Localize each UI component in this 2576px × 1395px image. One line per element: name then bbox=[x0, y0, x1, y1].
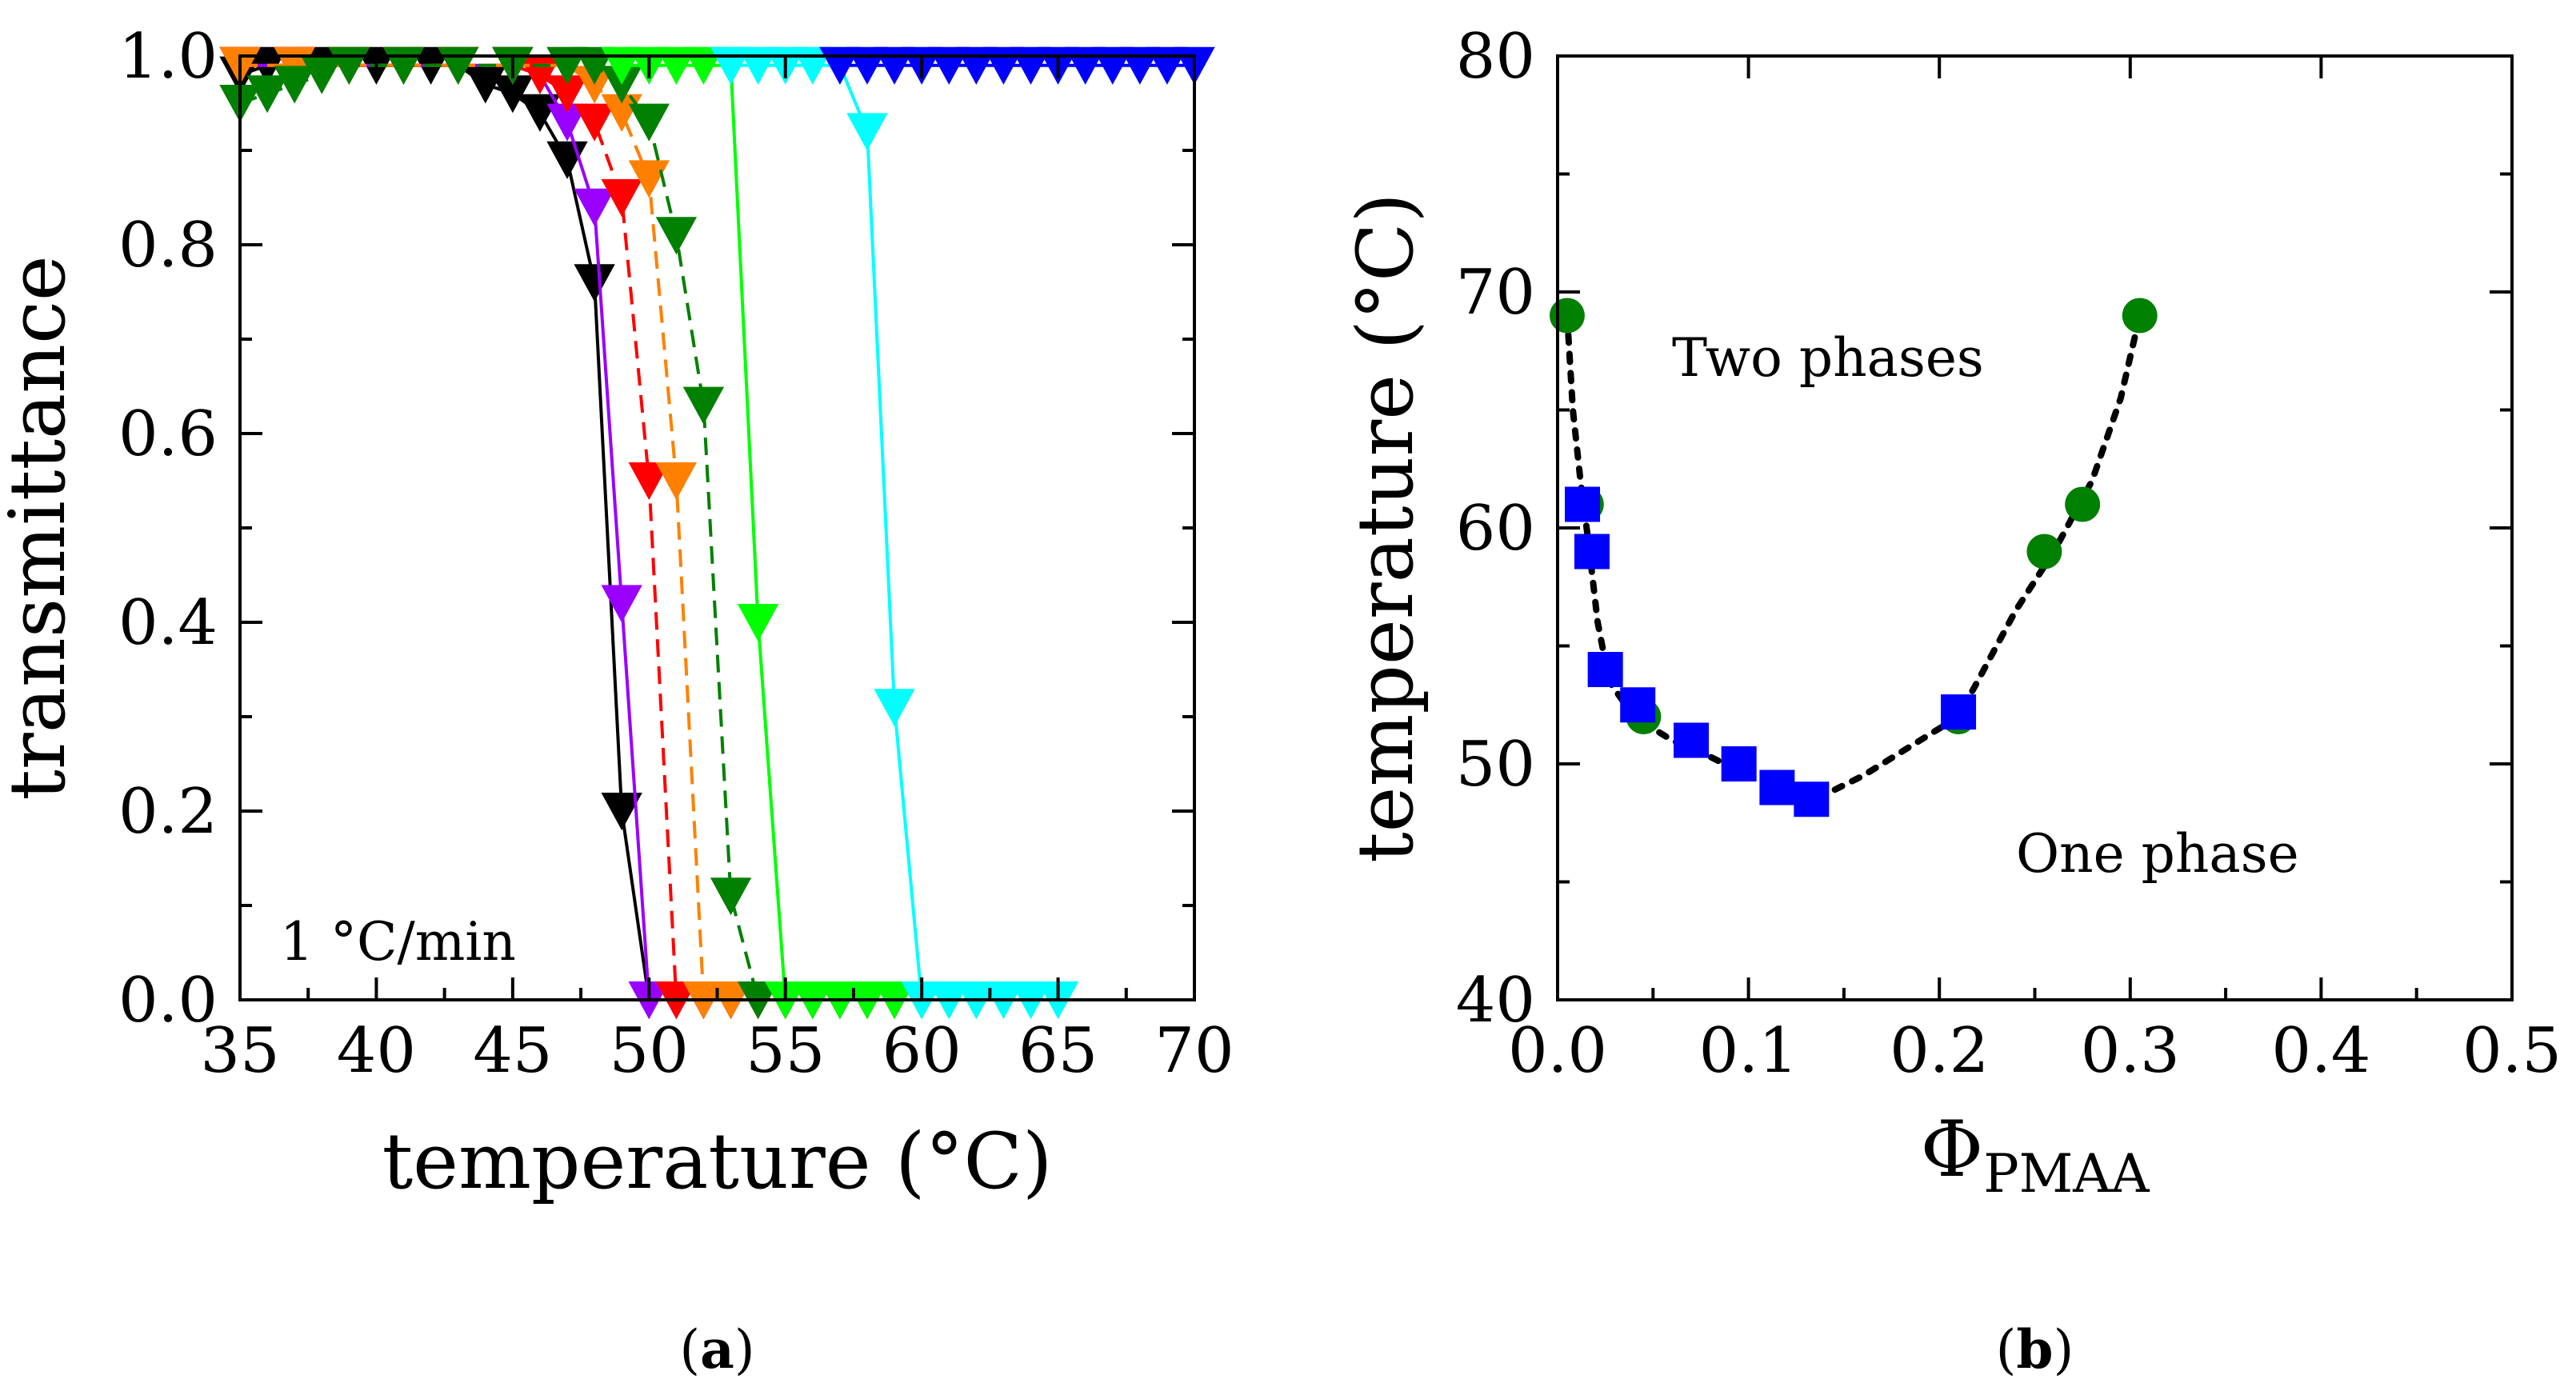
panel-a-data-point bbox=[628, 462, 670, 501]
panel-a-data-point bbox=[874, 689, 915, 727]
panel-b-x-tick-label: 0.0 bbox=[1508, 1015, 1607, 1087]
panel-a-x-tick-label: 35 bbox=[200, 1015, 279, 1087]
panel-a-x-tick-label: 60 bbox=[882, 1015, 962, 1087]
panel-a-y-tick-label: 0.2 bbox=[118, 776, 218, 848]
panel-a-series-line bbox=[730, 63, 1058, 1001]
panel-a-ticks: 35 40 45 50 55 60 65 70 0.0 0.2 0.4 0.6 0.8 1.0 bbox=[118, 21, 1234, 1087]
panel-b-ticks: 0.0 0.1 0.2 0.3 0.4 0.5 40 50 60 70 80 bbox=[1456, 21, 2562, 1087]
panel-a-data-point bbox=[655, 462, 698, 501]
panel-a-data-point bbox=[655, 217, 698, 255]
panel-a-label: (a) bbox=[679, 1318, 754, 1381]
panel-a-data-point bbox=[246, 75, 288, 114]
panel-b-y-axis-label: temperature (°C) bbox=[1341, 193, 1430, 863]
panel-a-x-tick-label: 50 bbox=[610, 1015, 689, 1087]
panel-b-x-tick-label: 0.4 bbox=[2271, 1015, 2370, 1087]
panel-b-data-point-circle bbox=[2122, 298, 2158, 334]
panel-b-data-point-square bbox=[1574, 534, 1610, 570]
panel-a-series bbox=[601, 46, 997, 1020]
panel-a-x-tick-label: 65 bbox=[1018, 1015, 1098, 1087]
panel-b-x-tick-label: 0.1 bbox=[1699, 1015, 1798, 1087]
panel-a-series-group bbox=[219, 46, 1215, 1020]
panel-a-y-tick-label: 0.4 bbox=[118, 587, 218, 659]
panel-a-y-tick-label: 0.8 bbox=[118, 210, 218, 282]
panel-a-data-point bbox=[710, 877, 752, 916]
panel-a-y-tick-label: 0.0 bbox=[118, 965, 218, 1037]
panel-a-data-point bbox=[846, 113, 888, 151]
panel-a-data-point bbox=[737, 604, 779, 642]
panel-b-data-point-square bbox=[1587, 652, 1623, 687]
panel-b-data-point-circle bbox=[2065, 486, 2101, 522]
panel-b-label: (b) bbox=[1996, 1318, 2074, 1381]
panel-a-y-tick-label: 1.0 bbox=[118, 21, 218, 93]
panel-a-series-line bbox=[622, 63, 977, 1001]
panel-b-series-square bbox=[1565, 486, 1977, 817]
panel-b-series-group bbox=[1549, 298, 2158, 817]
panel-b-y-tick-label: 40 bbox=[1456, 965, 1535, 1037]
panel-a-series-line bbox=[240, 63, 922, 1001]
panel-a-plot-frame bbox=[238, 54, 1196, 1001]
panel-b-x-tick-label: 0.3 bbox=[2081, 1015, 2180, 1087]
panel-a-series-line bbox=[240, 63, 895, 1001]
panel-b-data-point-square bbox=[1674, 722, 1710, 758]
panel-b-annotation-one-phase: One phase bbox=[2016, 823, 2299, 885]
panel-a-annotation: 1 °C/min bbox=[280, 911, 516, 973]
panel-a-y-axis-label: transmittance bbox=[0, 255, 82, 800]
panel-a-x-tick-label: 70 bbox=[1154, 1015, 1234, 1087]
panel-b-data-point-square bbox=[1759, 769, 1795, 805]
panel-b-annotation-two-phases: Two phases bbox=[1672, 327, 1984, 389]
panel-a-data-point bbox=[628, 160, 670, 198]
panel-b-y-tick-label: 50 bbox=[1456, 729, 1535, 801]
panel-a-data-point bbox=[574, 264, 615, 302]
panel-a-data-point bbox=[601, 179, 642, 218]
panel-b-x-axis-label: ΦPMAA bbox=[1920, 1105, 2150, 1205]
panel-b-data-point-square bbox=[1794, 781, 1830, 817]
panel-a-series-line bbox=[239, 63, 895, 1001]
panel-b-y-tick-label: 80 bbox=[1456, 21, 1535, 93]
panel-a-series-line bbox=[240, 63, 840, 1001]
panel-a-data-point bbox=[628, 103, 670, 142]
panel-b-x-tick-label: 0.2 bbox=[1890, 1015, 1989, 1087]
panel-a-series bbox=[710, 46, 1079, 1020]
panel-a-data-point bbox=[274, 66, 315, 104]
panel-a-x-tick-label: 55 bbox=[746, 1015, 825, 1087]
panel-a-x-tick-label: 45 bbox=[473, 1015, 552, 1087]
panel-a-data-point bbox=[574, 188, 615, 226]
panel-a-chart: 35 40 45 50 55 60 65 70 0.0 0.2 0.4 0.6 0.8 1.0 1 °C/… bbox=[0, 21, 1234, 1381]
panel-a-data-point bbox=[601, 793, 642, 831]
panel-b-data-point-circle bbox=[1549, 298, 1585, 334]
panel-b-data-point-square bbox=[1721, 746, 1757, 781]
panel-a-x-tick-label: 40 bbox=[337, 1015, 416, 1087]
panel-a-data-point bbox=[601, 585, 642, 623]
panel-a-x-axis-label: temperature (°C) bbox=[382, 1117, 1053, 1206]
panel-b-y-tick-label: 60 bbox=[1456, 493, 1535, 565]
panel-b-y-tick-label: 70 bbox=[1456, 257, 1535, 329]
panel-b-x-axis-subscript: PMAA bbox=[1983, 1143, 2150, 1205]
panel-a-series bbox=[819, 46, 1215, 85]
panel-a-series bbox=[219, 46, 915, 1020]
panel-b-data-point-circle bbox=[2026, 534, 2062, 570]
panel-b-x-axis-symbol: Φ bbox=[1920, 1105, 1983, 1194]
panel-a-series bbox=[219, 46, 915, 1020]
panel-a-series bbox=[219, 46, 861, 1020]
panel-a-data-point bbox=[682, 386, 725, 425]
panel-b-data-point-square bbox=[1620, 687, 1656, 723]
panel-b-data-point-square bbox=[1565, 486, 1601, 522]
panel-a-data-point bbox=[574, 103, 615, 142]
panel-b-data-point-square bbox=[1941, 694, 1977, 730]
panel-b-x-tick-label: 0.5 bbox=[2462, 1015, 2562, 1087]
panel-a-y-tick-label: 0.6 bbox=[118, 398, 218, 470]
